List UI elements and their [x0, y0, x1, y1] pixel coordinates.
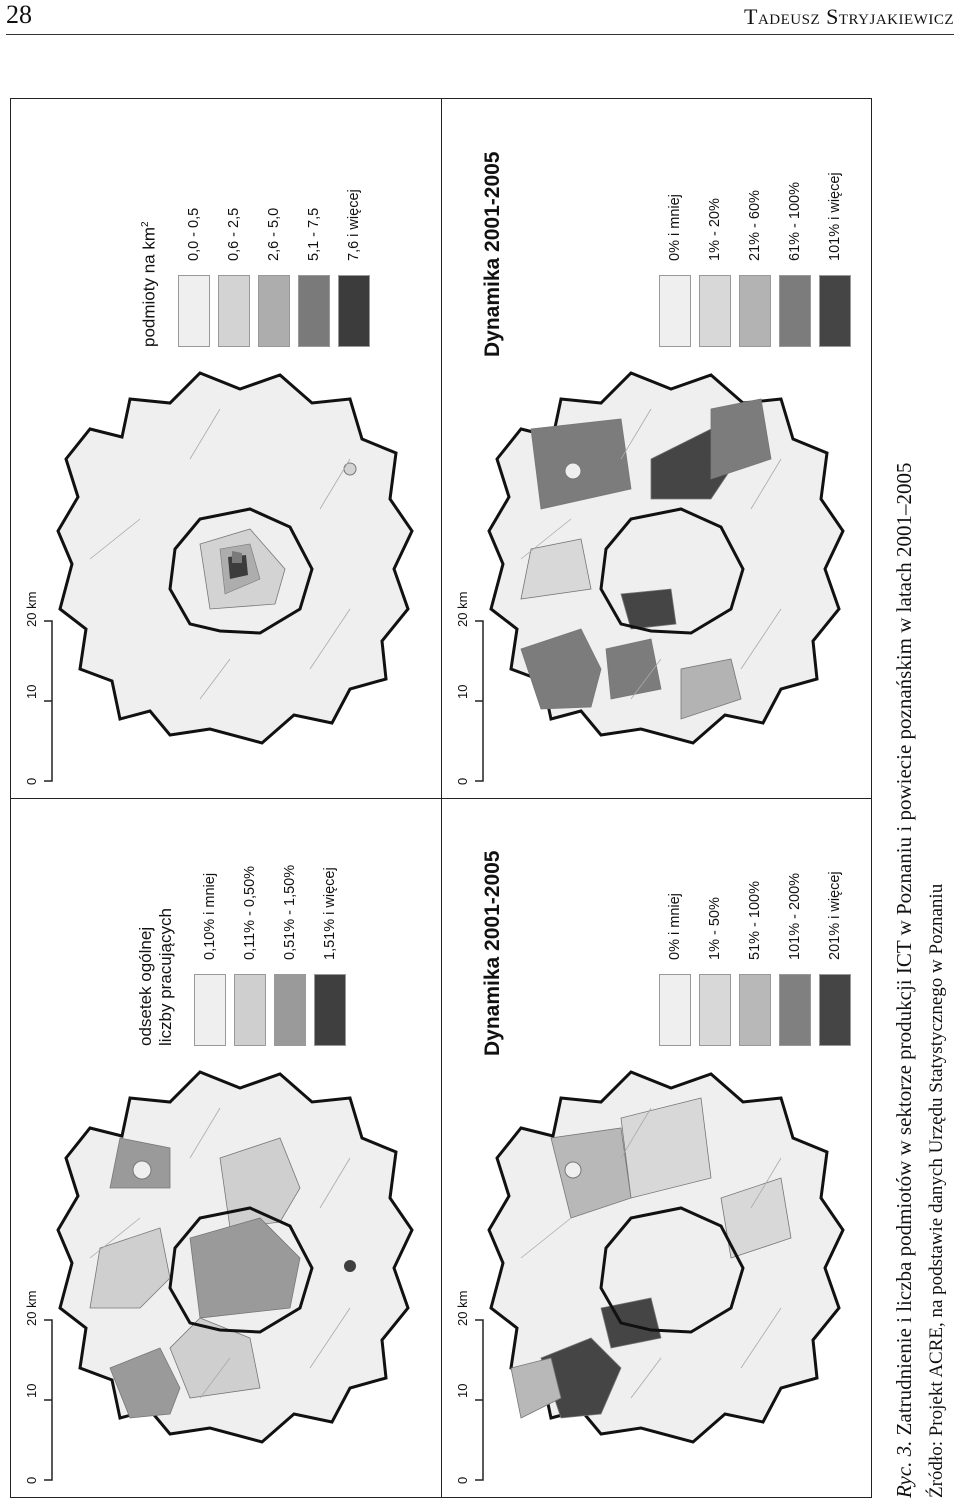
legend-item: 0,10% i mniej: [190, 865, 230, 1046]
choropleth-map: [56, 1070, 414, 1444]
legend-title: odsetek ogólnej liczby pracujących: [136, 908, 175, 1046]
panel-entities-dynamics: 0 10 20 km: [441, 100, 872, 799]
legend-item: 0% i mniej: [655, 871, 695, 1046]
figure: 0 10 20 km: [10, 98, 872, 1498]
choropleth-map: [487, 1070, 845, 1444]
legend-density: podmioty na km2 0,0 - 0,5 0,6 - 2,5 2,6 …: [136, 189, 374, 347]
legend-item: 201% i więcej: [815, 871, 855, 1046]
legend-item: 101% - 200%: [775, 871, 815, 1046]
figure-caption: Ryc. 3. Zatrudnienie i liczba podmiotów …: [886, 98, 960, 1498]
scale-tick-10: 10: [24, 1383, 39, 1398]
scale-tick-0: 0: [24, 1476, 39, 1484]
legend-item: 1% - 20%: [695, 172, 735, 347]
dynamics-title: Dynamika 2001-2005: [481, 850, 504, 1056]
legend-item: 7,6 i więcej: [334, 189, 374, 347]
legend-item: 61% - 100%: [775, 172, 815, 347]
scale-bar-line: [44, 620, 53, 782]
scale-bar-line: [44, 1319, 53, 1481]
scale-bar: 0 10 20 km: [455, 585, 495, 785]
caption-text: Zatrudnienie i liczba podmiotów w sektor…: [892, 462, 916, 1436]
scale-tick-0: 0: [455, 1476, 470, 1484]
legend-item: 101% i więcej: [815, 172, 855, 347]
scale-bar: 0 10 20 km: [455, 1284, 495, 1484]
scale-bar: 0 10 20 km: [24, 585, 64, 785]
scale-tick-20: 20 km: [24, 591, 39, 627]
legend-item: 1,51% i więcej: [310, 865, 350, 1046]
legend-item: 0,51% - 1,50%: [270, 865, 310, 1046]
header-rule: [6, 34, 954, 35]
page-number: 28: [6, 0, 32, 29]
legend-employment-dynamics: Dynamika 2001-2005 0% i mniej 1% - 50% 5…: [481, 851, 855, 1056]
page-header: 28 Tadeusz Stryjakiewicz: [0, 0, 960, 40]
panel-employment-dynamics: 0 10 20 km Dynamika 2001-2005: [441, 799, 872, 1498]
legend-item: 0% i mniej: [655, 172, 695, 347]
running-head-author: Tadeusz Stryjakiewicz: [744, 4, 954, 29]
legend-item: 0,0 - 0,5: [174, 189, 214, 347]
legend-item: 21% - 60%: [735, 172, 775, 347]
panel-employment-share: 0 10 20 km: [10, 799, 441, 1498]
legend-item: 51% - 100%: [735, 871, 775, 1046]
choropleth-map: [487, 371, 845, 745]
legend-item: 0,11% - 0,50%: [230, 865, 270, 1046]
scale-tick-0: 0: [24, 777, 39, 785]
caption-source: Źródło: Projekt ACRE, na podstawie danyc…: [926, 883, 947, 1498]
scale-tick-20: 20 km: [24, 1290, 39, 1326]
caption-title: Ryc. 3. Zatrudnienie i liczba podmiotów …: [892, 462, 917, 1498]
scale-tick-10: 10: [455, 1383, 470, 1398]
scale-tick-10: 10: [24, 684, 39, 699]
legend-title: podmioty na km2: [139, 221, 159, 347]
scale-bar: 0 10 20 km: [24, 1284, 64, 1484]
legend-item: 0,6 - 2,5: [214, 189, 254, 347]
scale-bar-line: [475, 620, 484, 782]
scale-tick-20: 20 km: [455, 591, 470, 627]
legend-item: 2,6 - 5,0: [254, 189, 294, 347]
scale-tick-20: 20 km: [455, 1290, 470, 1326]
scale-tick-0: 0: [455, 777, 470, 785]
legend-item: 5,1 - 7,5: [294, 189, 334, 347]
scale-bar-line: [475, 1319, 484, 1481]
scale-tick-10: 10: [455, 684, 470, 699]
choropleth-map: [56, 371, 414, 745]
legend-employment-share: odsetek ogólnej liczby pracujących 0,10%…: [136, 865, 350, 1046]
panel-density: 0 10 20 km podmioty na km2 0,0 - 0,5: [10, 100, 441, 799]
figure-caption-rotated: Ryc. 3. Zatrudnienie i liczba podmiotów …: [886, 98, 960, 1498]
legend-entities-dynamics: Dynamika 2001-2005 0% i mniej 1% - 20% 2…: [481, 152, 855, 357]
caption-label: Ryc. 3.: [892, 1440, 916, 1498]
legend-item: 1% - 50%: [695, 871, 735, 1046]
dynamics-title: Dynamika 2001-2005: [481, 151, 504, 357]
figure-rotated-canvas: 0 10 20 km: [10, 98, 872, 1498]
